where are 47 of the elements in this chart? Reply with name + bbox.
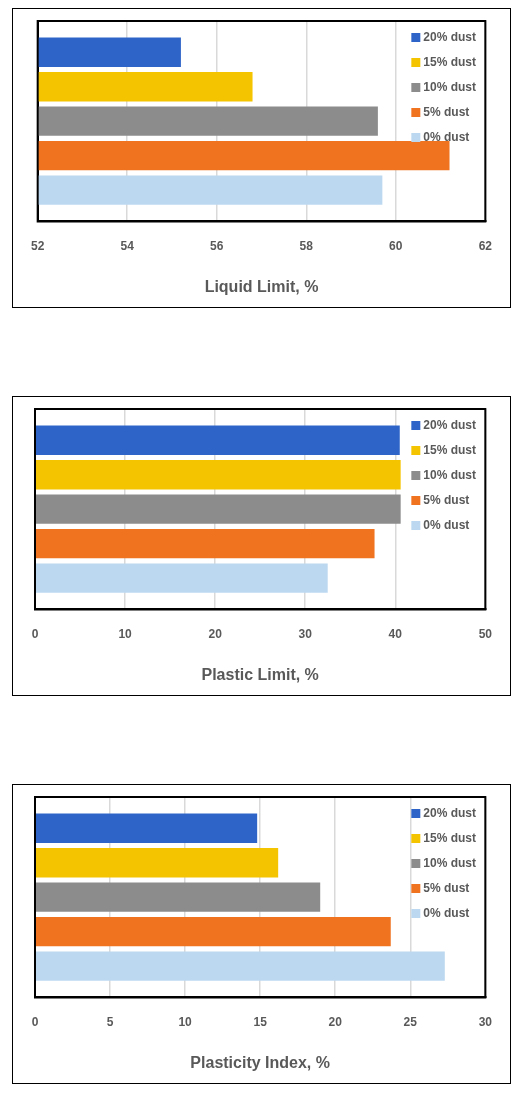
legend-label: 15% dust <box>423 830 477 845</box>
bar <box>35 494 401 524</box>
x-tick-label: 25 <box>403 1014 418 1029</box>
x-tick-label: 50 <box>478 626 493 641</box>
x-tick-label: 15 <box>253 1014 268 1029</box>
x-tick-label: 0 <box>31 626 39 641</box>
legend-label: 20% dust <box>423 417 477 432</box>
x-tick-label: 52 <box>30 238 45 253</box>
legend-label: 5% dust <box>423 492 470 507</box>
legend-label: 10% dust <box>423 79 477 94</box>
legend-label: 0% dust <box>423 905 470 920</box>
legend-label: 10% dust <box>423 855 477 870</box>
x-tick-label: 54 <box>120 238 135 253</box>
x-tick-label: 30 <box>298 626 313 641</box>
x-tick-label: 40 <box>388 626 403 641</box>
x-axis-title: Plastic Limit, % <box>201 665 319 683</box>
legend-label: 5% dust <box>423 880 470 895</box>
x-axis-title: Plasticity Index, % <box>190 1053 330 1071</box>
legend-label: 15% dust <box>423 54 477 69</box>
x-tick-label: 0 <box>31 1014 39 1029</box>
bar <box>35 563 328 593</box>
legend-label: 10% dust <box>423 467 477 482</box>
bar <box>35 529 375 559</box>
x-tick-label: 56 <box>210 238 224 253</box>
x-tick-label: 30 <box>478 1014 493 1029</box>
legend-label: 5% dust <box>423 104 470 119</box>
bar <box>35 425 400 455</box>
x-tick-label: 20 <box>208 626 223 641</box>
bar <box>35 848 279 878</box>
x-tick-label: 60 <box>389 238 403 253</box>
legend-label: 0% dust <box>423 129 470 144</box>
legend-label: 20% dust <box>423 29 477 44</box>
bar <box>35 951 445 981</box>
x-axis-title: Liquid Limit, % <box>204 277 319 295</box>
x-tick-label: 10 <box>178 1014 193 1029</box>
bar <box>35 460 401 490</box>
bar <box>35 917 391 947</box>
x-tick-label: 20 <box>328 1014 343 1029</box>
legend-label: 15% dust <box>423 442 477 457</box>
x-tick-label: 58 <box>299 238 314 253</box>
x-tick-label: 62 <box>478 238 493 253</box>
legend-label: 0% dust <box>423 517 470 532</box>
legend-label: 20% dust <box>423 805 477 820</box>
bar <box>35 882 321 912</box>
x-tick-label: 10 <box>118 626 133 641</box>
bar <box>35 813 258 843</box>
x-tick-label: 5 <box>106 1014 114 1029</box>
